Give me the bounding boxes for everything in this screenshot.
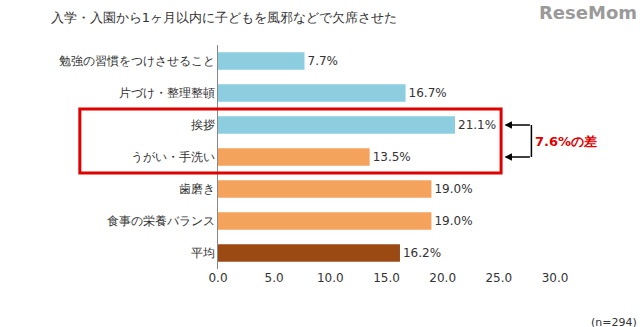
svg-text:21.1%: 21.1% — [458, 118, 496, 132]
svg-text:10.0: 10.0 — [317, 271, 344, 285]
svg-text:16.2%: 16.2% — [403, 246, 441, 260]
svg-text:7.7%: 7.7% — [308, 54, 339, 68]
svg-text:入学・入園から1ヶ月以内に子どもを風邪などで欠席させた: 入学・入園から1ヶ月以内に子どもを風邪などで欠席させた — [51, 10, 397, 25]
svg-text:平均: 平均 — [191, 246, 215, 260]
svg-text:片づけ・整理整頓: 片づけ・整理整頓 — [119, 86, 215, 100]
svg-text:(n=294): (n=294) — [591, 316, 637, 327]
svg-text:挨拶: 挨拶 — [191, 118, 215, 132]
svg-text:7.6%の差: 7.6%の差 — [535, 134, 597, 149]
svg-text:勉強の習慣をつけさせること: 勉強の習慣をつけさせること — [59, 54, 215, 68]
svg-text:歯磨き: 歯磨き — [179, 182, 215, 196]
svg-text:うがい・手洗い: うがい・手洗い — [131, 150, 215, 164]
svg-text:19.0%: 19.0% — [434, 214, 472, 228]
svg-text:25.0: 25.0 — [485, 271, 512, 285]
svg-text:13.5%: 13.5% — [373, 150, 411, 164]
svg-text:20.0: 20.0 — [429, 271, 456, 285]
svg-text:5.0: 5.0 — [265, 271, 284, 285]
svg-text:0.0: 0.0 — [208, 271, 227, 285]
svg-text:15.0: 15.0 — [373, 271, 400, 285]
svg-text:30.0: 30.0 — [542, 271, 569, 285]
svg-text:19.0%: 19.0% — [434, 182, 472, 196]
svg-text:16.7%: 16.7% — [409, 86, 447, 100]
svg-text:ReseMom: ReseMom — [539, 2, 637, 23]
svg-text:食事の栄養バランス: 食事の栄養バランス — [107, 214, 215, 228]
